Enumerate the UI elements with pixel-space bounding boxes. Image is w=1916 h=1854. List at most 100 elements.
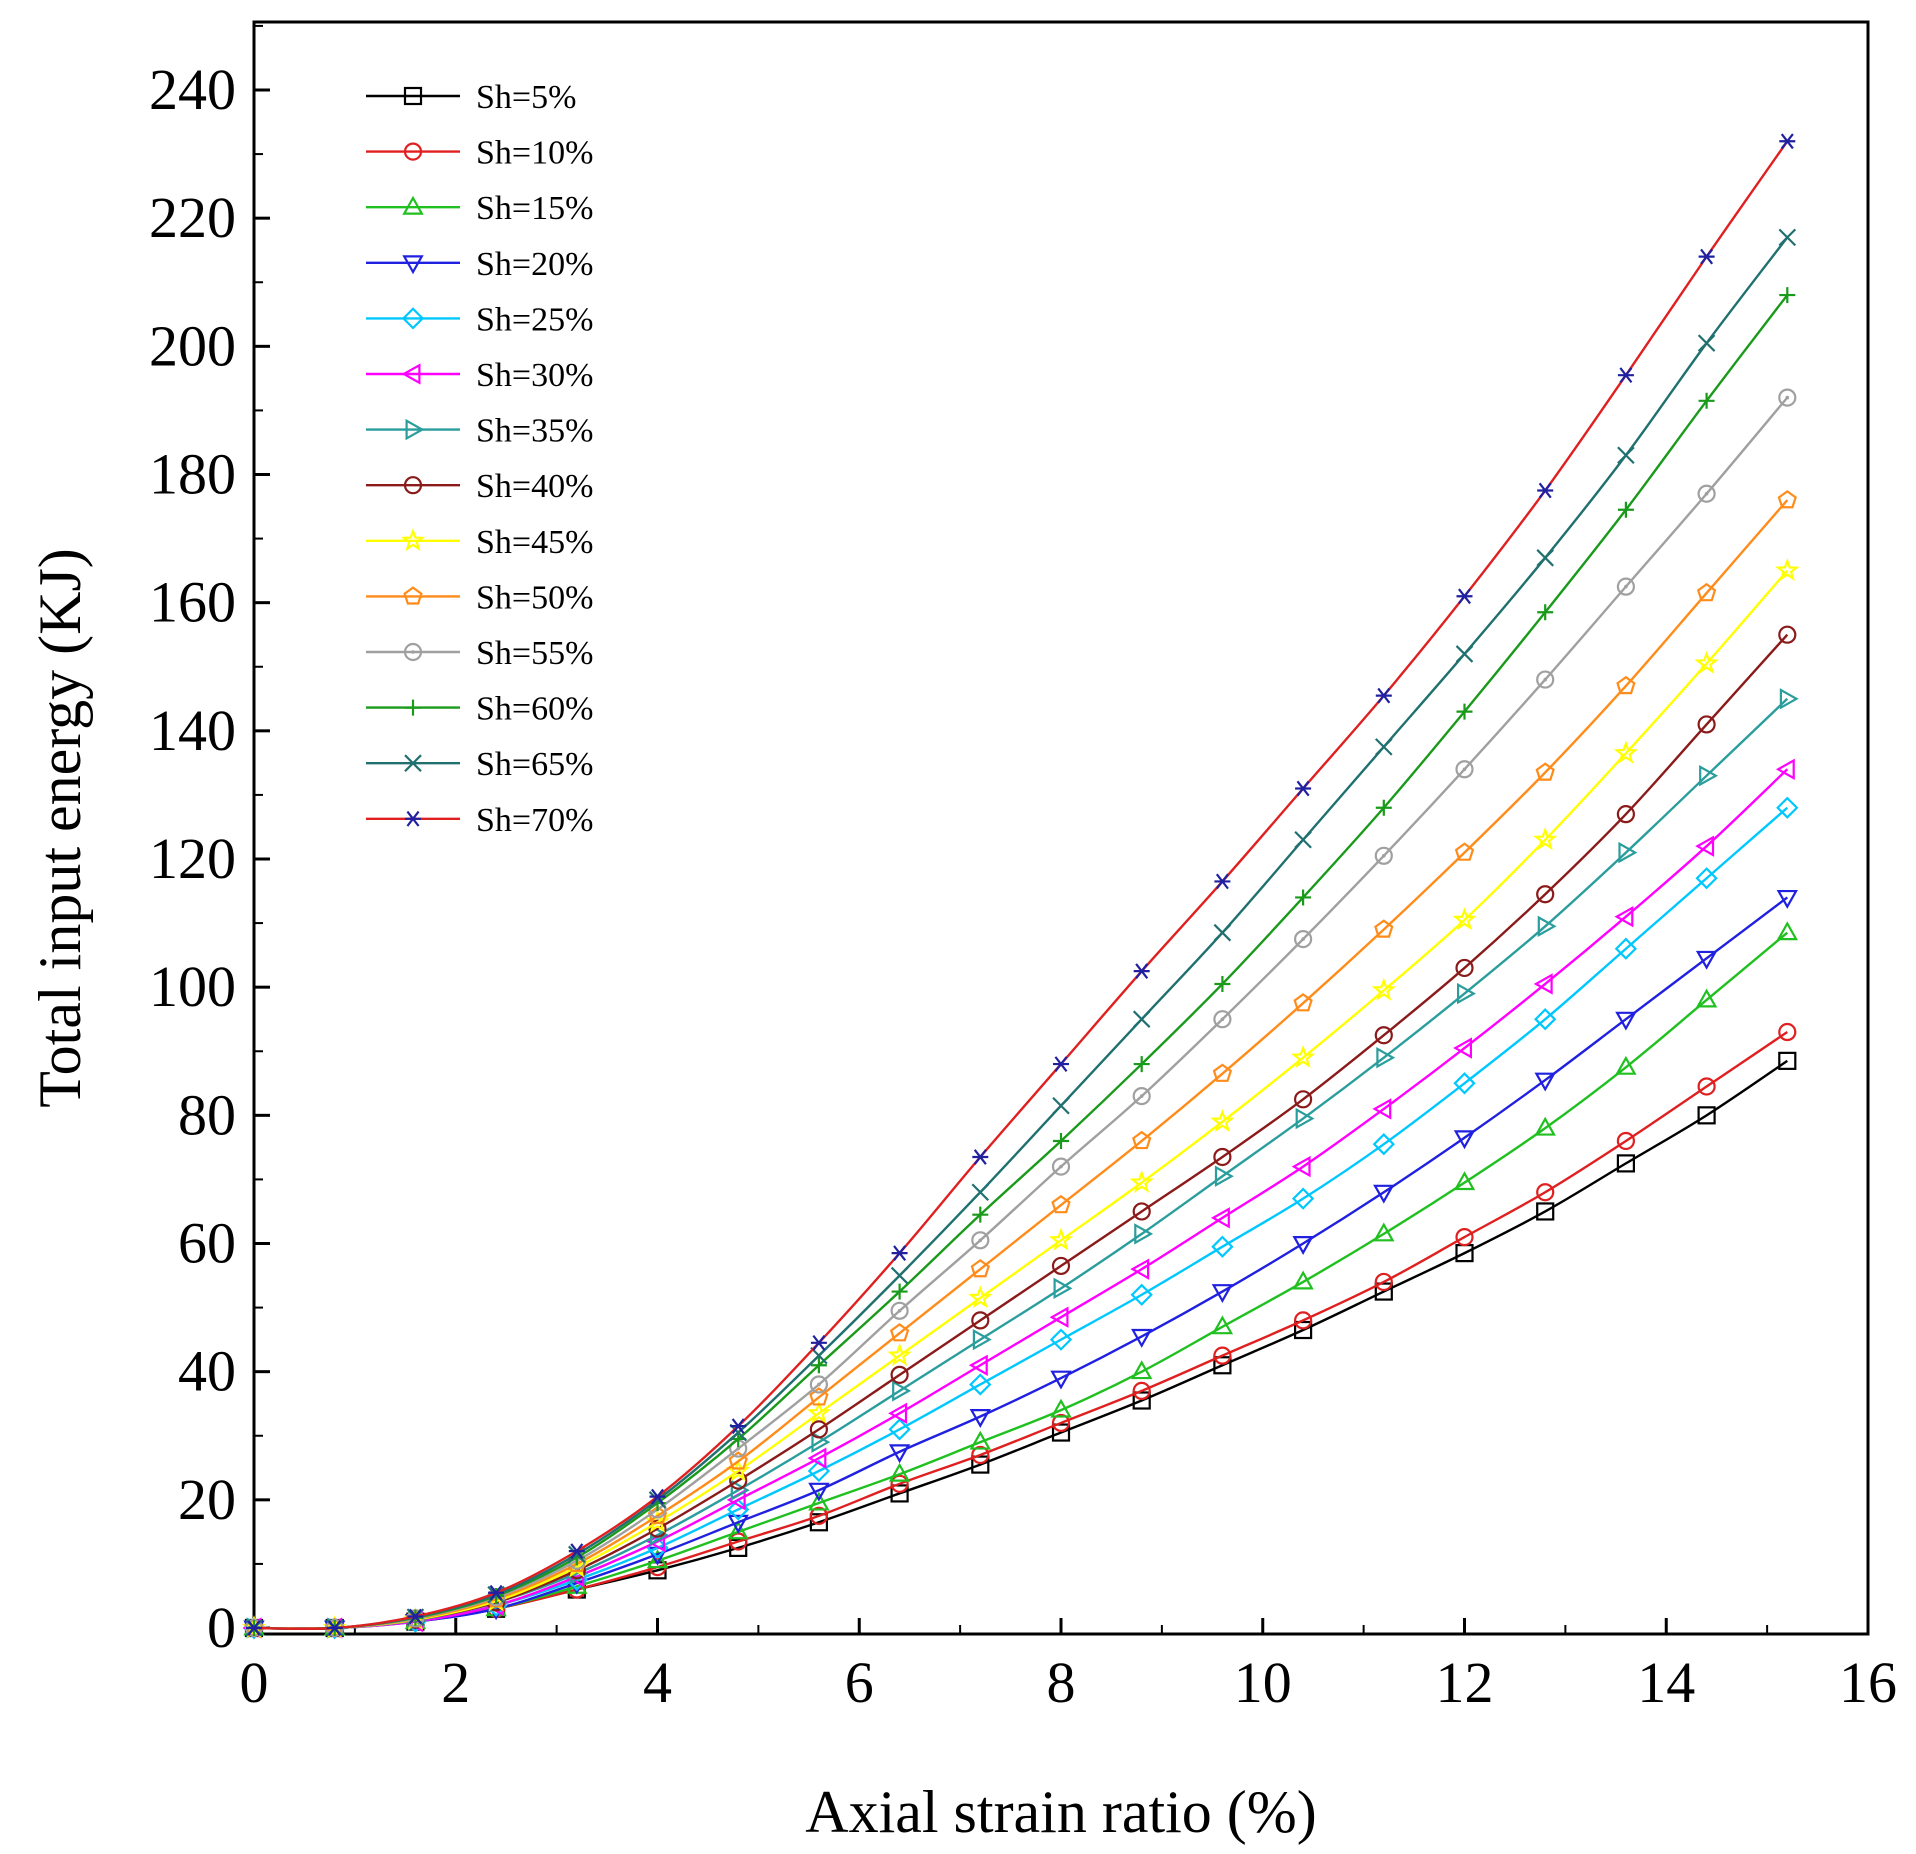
- data-point-marker: [1291, 1155, 1311, 1178]
- data-point-marker: [1616, 675, 1636, 695]
- data-point-marker: [1213, 1346, 1232, 1365]
- y-tick-label: 100: [149, 954, 236, 1019]
- data-point-marker: [890, 1474, 909, 1493]
- data-point-marker: [646, 1549, 669, 1569]
- data-point-marker: [1214, 1165, 1234, 1187]
- data-point-marker: [1533, 827, 1558, 851]
- data-point-marker: [890, 1266, 909, 1285]
- legend-label: Sh=10%: [476, 135, 593, 172]
- data-point-marker: [891, 1283, 908, 1300]
- data-point-marker: [1375, 687, 1392, 704]
- data-point-marker: [1534, 1116, 1556, 1136]
- y-tick-label: 60: [178, 1211, 236, 1276]
- data-point-marker: [402, 255, 424, 275]
- data-point-marker: [1615, 1055, 1637, 1075]
- legend-item: Sh=45%: [366, 524, 593, 561]
- marker-dot: [1139, 1094, 1144, 1098]
- y-tick-label: 240: [149, 57, 236, 122]
- data-point-marker: [809, 1513, 829, 1532]
- data-point-marker: [1537, 915, 1557, 937]
- data-point-marker: [1291, 1187, 1315, 1210]
- legend-label: Sh=25%: [476, 301, 593, 338]
- data-point-marker: [971, 1183, 990, 1202]
- marker-dot: [1624, 584, 1628, 589]
- marker-dot: [1704, 491, 1709, 496]
- data-point-marker: [1697, 715, 1716, 734]
- series-line: [253, 396, 1789, 1630]
- data-point-marker: [1777, 489, 1797, 509]
- data-point-marker: [1456, 703, 1473, 720]
- data-point-marker: [1614, 905, 1634, 928]
- data-point-marker: [809, 1420, 829, 1439]
- data-point-marker: [402, 195, 424, 215]
- legend-label: Sh=40%: [476, 468, 593, 505]
- data-point-marker: [1776, 921, 1798, 941]
- data-point-marker: [1614, 937, 1638, 960]
- x-tick-label: 10: [1234, 1650, 1292, 1715]
- data-point-marker: [971, 1445, 990, 1465]
- data-point-marker: [887, 1342, 912, 1366]
- data-point-marker: [1213, 923, 1232, 942]
- data-point-marker: [1213, 1356, 1232, 1375]
- y-tick-label: 20: [178, 1467, 236, 1532]
- data-point-marker: [970, 1258, 990, 1278]
- data-point-marker: [1618, 841, 1638, 864]
- data-point-marker: [1053, 1277, 1073, 1300]
- data-point-marker: [889, 1323, 910, 1342]
- data-point-marker: [968, 1285, 993, 1309]
- data-point-marker: [1290, 1044, 1316, 1068]
- series-line: [253, 806, 1789, 1630]
- legend-label: Sh=70%: [476, 802, 593, 839]
- data-point-marker: [1050, 1370, 1072, 1390]
- data-point-marker: [1129, 1169, 1154, 1193]
- data-point-marker: [1616, 1154, 1636, 1173]
- data-point-marker: [1695, 988, 1718, 1008]
- data-point-marker: [1133, 1056, 1150, 1073]
- data-point-marker: [1615, 1011, 1637, 1031]
- x-axis-title: Axial strain ratio (%): [805, 1779, 1317, 1845]
- marker-dot: [1543, 677, 1547, 682]
- marker-dot: [1301, 937, 1305, 941]
- y-axis-title: Total input energy (KJ): [27, 548, 93, 1108]
- data-point-marker: [1374, 846, 1393, 865]
- data-point-marker: [568, 1543, 585, 1559]
- data-point-marker: [1455, 958, 1474, 978]
- legend-label: Sh=60%: [476, 691, 593, 728]
- data-point-marker: [969, 1430, 991, 1450]
- data-point-marker: [1453, 1072, 1476, 1095]
- data-point-marker: [809, 1387, 829, 1406]
- data-point-marker: [1292, 1270, 1314, 1290]
- legend-label: Sh=20%: [476, 246, 593, 283]
- data-point-marker: [1051, 1256, 1071, 1276]
- data-point-marker: [405, 699, 421, 716]
- y-tick-label: 200: [149, 313, 236, 378]
- marker-dot: [411, 650, 415, 654]
- data-point-marker: [1778, 228, 1797, 247]
- data-point-marker: [1132, 1087, 1151, 1106]
- legend-label: Sh=5%: [476, 79, 576, 116]
- data-point-marker: [1134, 1223, 1154, 1245]
- series-line: [253, 896, 1789, 1630]
- data-point-marker: [1456, 588, 1473, 605]
- data-point-marker: [405, 418, 425, 441]
- data-point-marker: [730, 1418, 747, 1435]
- data-point-marker: [648, 1491, 667, 1509]
- data-point-marker: [1051, 1194, 1071, 1214]
- legend-item: Sh=25%: [366, 301, 593, 338]
- series-Sh=30%: [242, 758, 1795, 1639]
- data-point-marker: [1616, 805, 1636, 824]
- data-point-marker: [727, 1514, 749, 1534]
- data-point-marker: [1616, 1131, 1636, 1151]
- data-point-marker: [1130, 1283, 1153, 1306]
- data-point-marker: [728, 1451, 748, 1470]
- data-point-marker: [1536, 1183, 1555, 1202]
- data-point-marker: [648, 1519, 667, 1538]
- axes: 0 2 4 6 8 10 12 14 16020406080100120140160180200…: [149, 24, 1897, 1715]
- legend-item: Sh=15%: [366, 190, 593, 227]
- y-tick-label: 120: [149, 826, 236, 891]
- data-point-marker: [729, 1538, 748, 1557]
- data-point-marker: [326, 1620, 343, 1636]
- legend-item: Sh=60%: [366, 691, 593, 728]
- series-Sh=70%: [246, 133, 1796, 1636]
